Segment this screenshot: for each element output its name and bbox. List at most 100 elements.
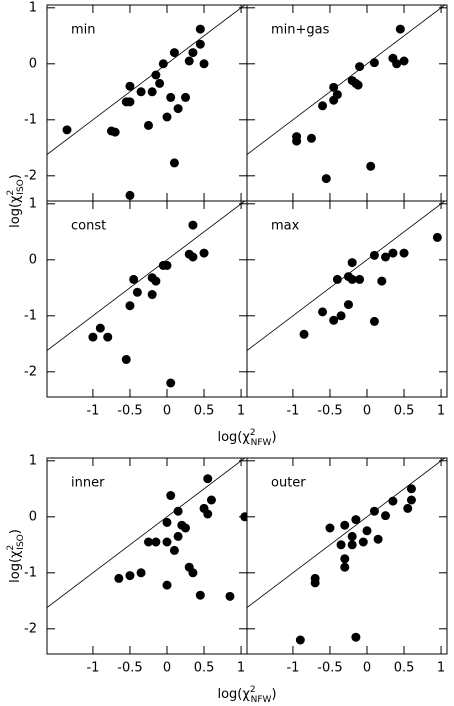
y-tick-label: -1	[24, 308, 37, 323]
point	[143, 120, 153, 130]
y-tick-label: -1	[24, 565, 37, 580]
point	[195, 39, 205, 49]
point	[95, 323, 105, 333]
point	[162, 517, 172, 527]
x-axis-label-part: )	[271, 430, 276, 445]
point	[129, 274, 139, 284]
point	[181, 92, 191, 102]
y-axis-label-sub: ISO	[16, 179, 26, 194]
x-tick-label: 0.5	[194, 661, 215, 676]
reference-line	[47, 5, 246, 155]
point	[162, 580, 172, 590]
x-tick-label: 0.5	[394, 661, 415, 676]
x-tick-label: -0.5	[317, 661, 342, 676]
y-axis-label-sub: ISO	[16, 534, 26, 549]
panel-label: const	[71, 219, 106, 234]
point	[62, 125, 72, 135]
x-axis-label: log(χ2 NFW)	[217, 685, 276, 705]
y-tick-label: -2	[24, 621, 37, 636]
point	[188, 220, 198, 230]
x-tick-label: 1	[437, 404, 445, 419]
point	[325, 523, 335, 533]
point	[381, 252, 391, 262]
point	[392, 59, 402, 69]
point	[155, 78, 165, 88]
reference-line	[47, 458, 246, 608]
point	[147, 87, 157, 97]
point	[369, 316, 379, 326]
point	[358, 537, 368, 547]
x-axis-label-part: log(χ	[217, 687, 250, 702]
point	[169, 545, 179, 555]
panel-label: min	[71, 23, 96, 38]
point	[166, 92, 176, 102]
y-tick-label: 0	[29, 252, 37, 267]
point	[173, 506, 183, 516]
point	[355, 274, 365, 284]
y-axis-label-part: log(χ	[8, 195, 23, 228]
point	[377, 276, 387, 286]
point	[292, 136, 302, 146]
point	[336, 540, 346, 550]
point	[321, 174, 331, 184]
x-axis-label-sup: 2	[250, 685, 256, 695]
point	[347, 531, 357, 541]
y-tick-label: -2	[24, 168, 37, 183]
point	[103, 332, 113, 342]
point	[388, 496, 398, 506]
point	[195, 590, 205, 600]
point	[151, 276, 161, 286]
point	[162, 537, 172, 547]
y-axis-label: log(χ2ISO)	[6, 529, 26, 583]
x-axis-label-part: log(χ	[217, 430, 250, 445]
point	[388, 248, 398, 258]
y-tick-label: 1	[29, 196, 37, 211]
y-tick-label: 0	[29, 56, 37, 71]
x-axis-label-part: )	[271, 687, 276, 702]
point	[351, 515, 361, 525]
point	[169, 48, 179, 58]
y-axis-label: log(χ2ISO)	[6, 174, 26, 228]
point	[353, 80, 363, 90]
point	[340, 554, 350, 564]
x-tick-label: 0	[163, 404, 171, 419]
panel-label: min+gas	[271, 23, 330, 38]
point	[173, 104, 183, 114]
point	[195, 24, 205, 34]
point	[114, 573, 124, 583]
point	[299, 329, 309, 339]
x-tick-label: 1	[237, 661, 245, 676]
y-tick-label: -1	[24, 112, 37, 127]
point	[329, 82, 339, 92]
x-tick-label: 0	[363, 661, 371, 676]
point	[306, 133, 316, 143]
x-tick-label: 1	[437, 661, 445, 676]
point	[206, 495, 216, 505]
x-tick-label: 0.5	[194, 404, 215, 419]
point	[173, 531, 183, 541]
point	[143, 537, 153, 547]
point	[406, 484, 416, 494]
x-tick-label: -1	[286, 661, 299, 676]
x-tick-label: -1	[86, 661, 99, 676]
point	[310, 578, 320, 588]
point	[132, 287, 142, 297]
point	[347, 258, 357, 268]
x-tick-label: -0.5	[317, 404, 342, 419]
y-axis-label-part: )	[8, 529, 23, 534]
point	[184, 56, 194, 66]
point	[362, 526, 372, 536]
point	[125, 301, 135, 311]
reference-line	[47, 201, 246, 351]
point	[399, 56, 409, 66]
panel-frame	[246, 200, 448, 398]
point	[199, 59, 209, 69]
panel-label: outer	[271, 476, 306, 491]
point	[381, 511, 391, 521]
point	[406, 495, 416, 505]
point	[403, 503, 413, 513]
point	[340, 520, 350, 530]
x-axis-label-sub: NFW	[251, 695, 272, 705]
